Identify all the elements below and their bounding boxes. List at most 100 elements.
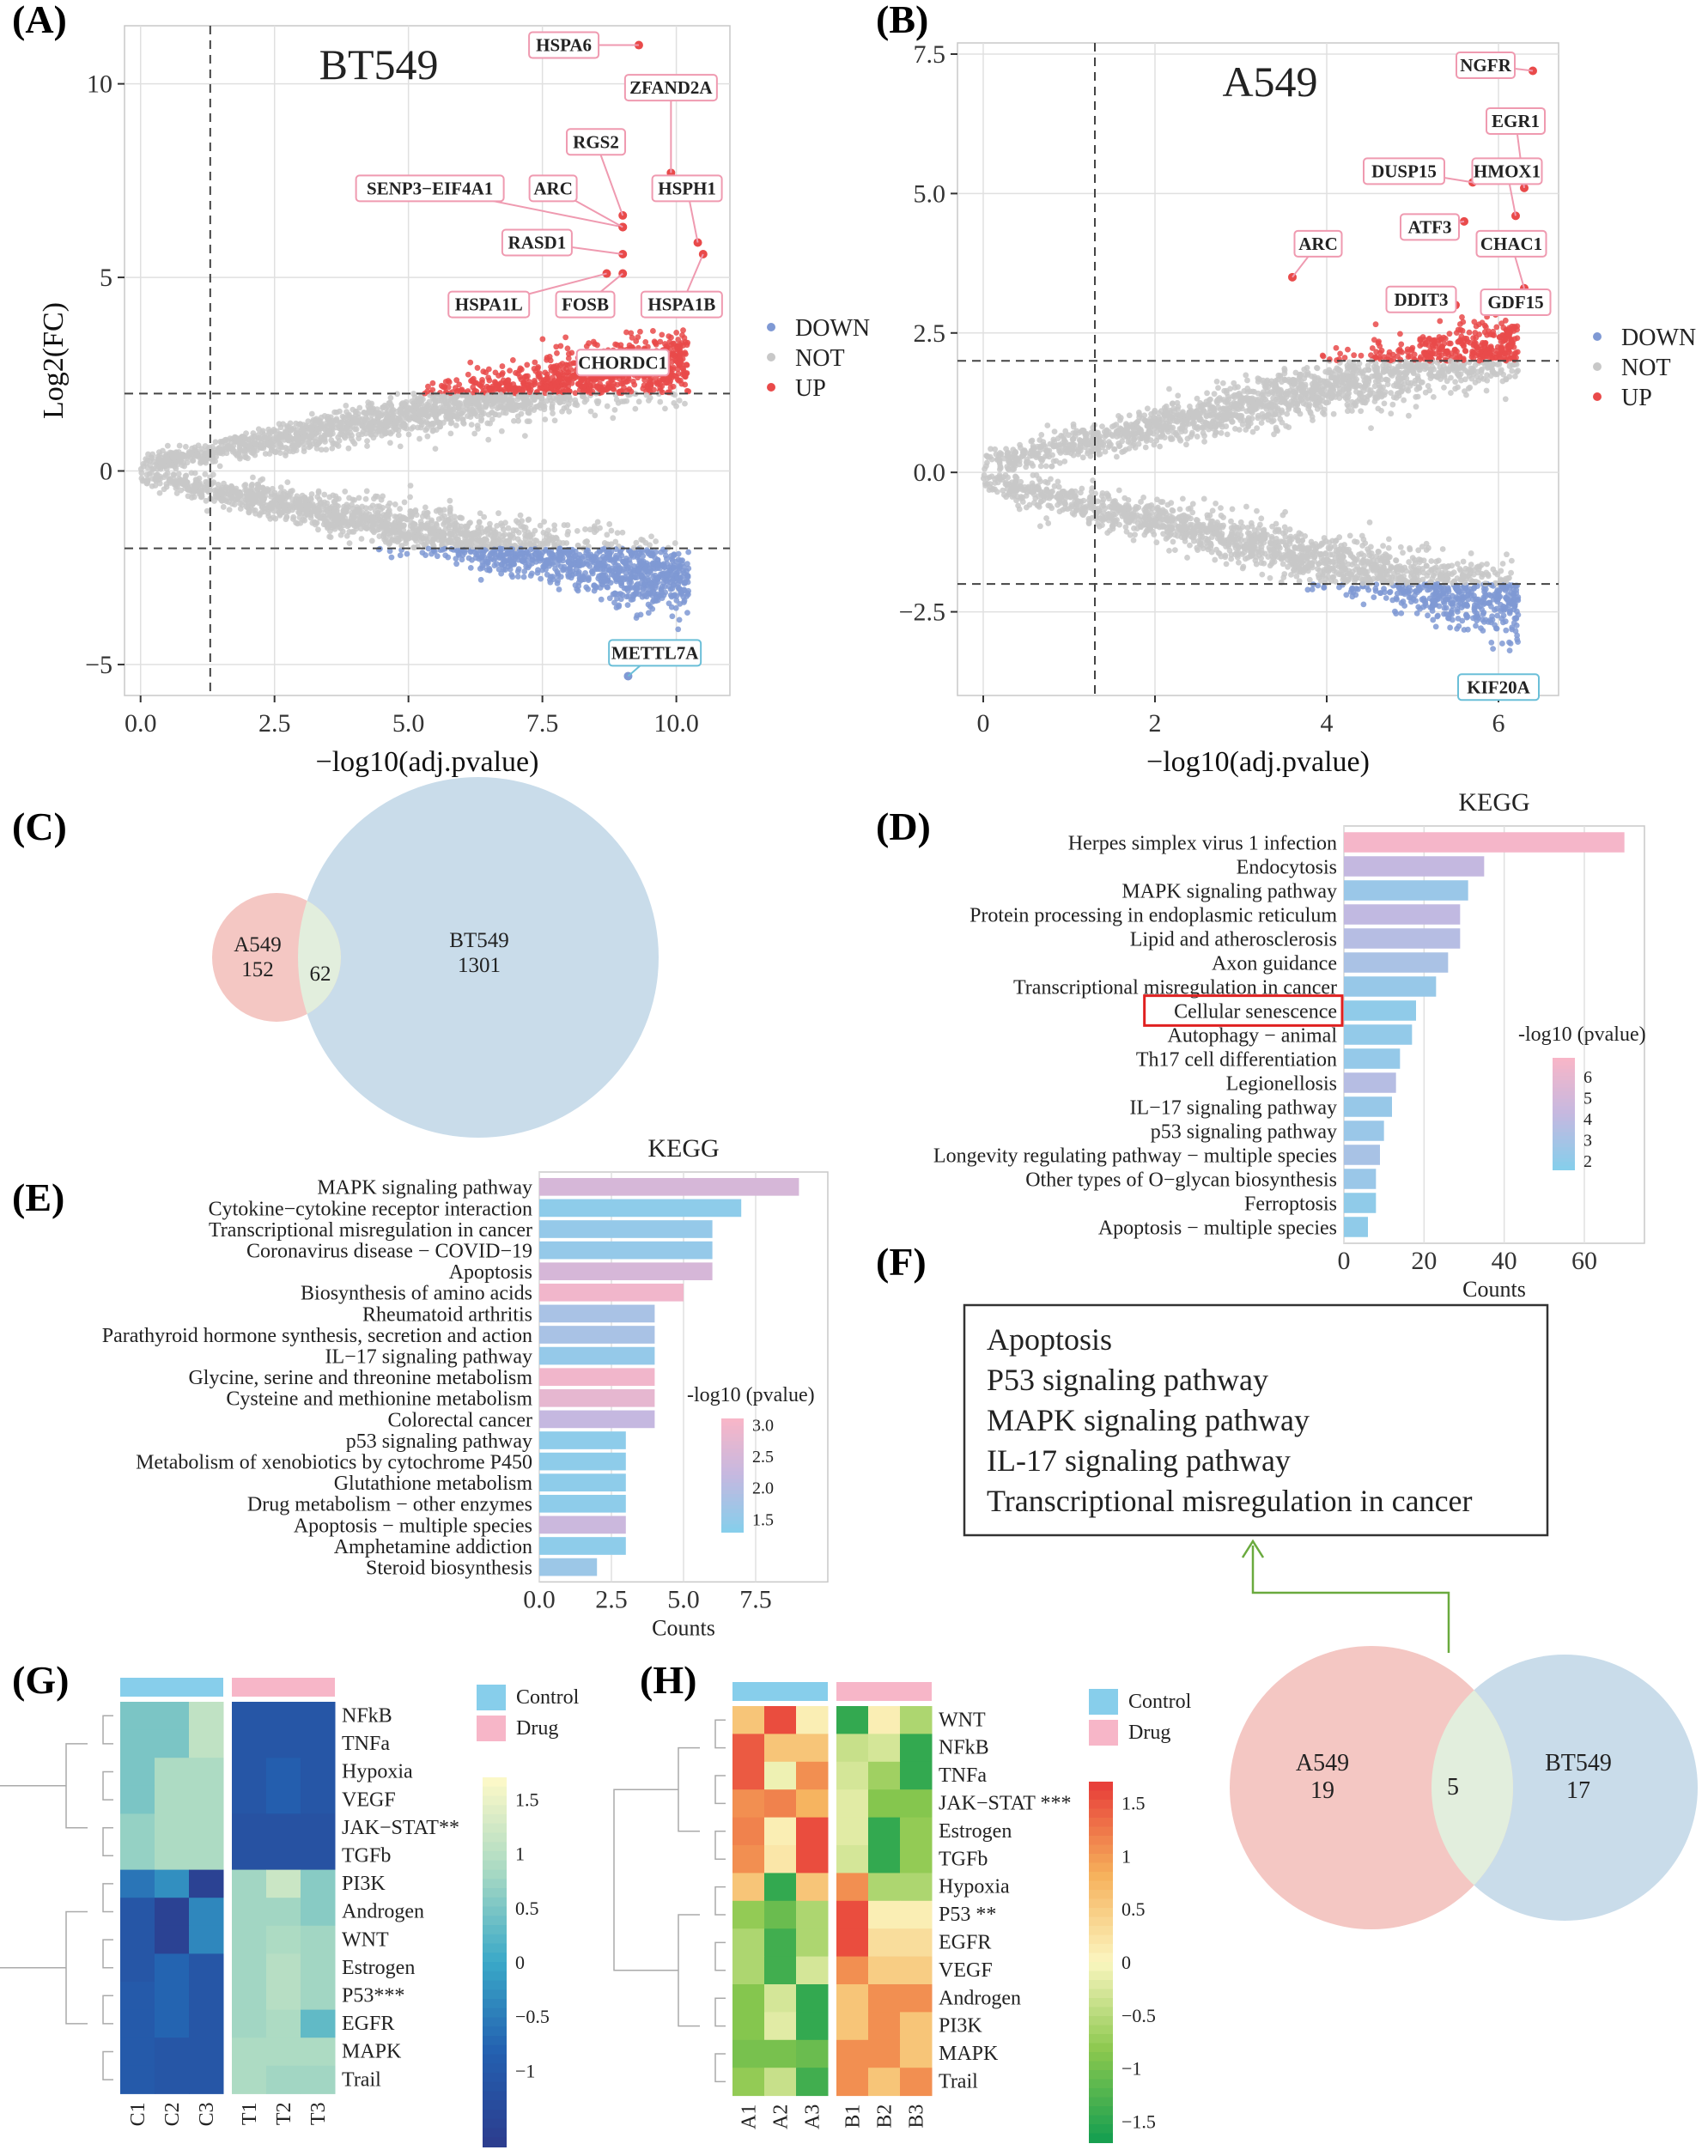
data-point bbox=[682, 374, 688, 380]
legend-swatch bbox=[767, 353, 775, 361]
data-point bbox=[307, 514, 314, 521]
data-point bbox=[659, 383, 666, 390]
data-point bbox=[566, 400, 572, 407]
data-point bbox=[150, 465, 157, 472]
data-point bbox=[387, 430, 394, 437]
data-point bbox=[212, 439, 219, 446]
data-point bbox=[397, 443, 404, 450]
data-point bbox=[232, 496, 239, 503]
data-point bbox=[574, 402, 580, 409]
data-point bbox=[492, 555, 499, 562]
data-point bbox=[649, 605, 656, 612]
data-point bbox=[537, 385, 544, 392]
data-point bbox=[499, 371, 505, 378]
data-point bbox=[387, 440, 393, 446]
data-point bbox=[255, 495, 262, 501]
data-point bbox=[643, 392, 650, 398]
data-point bbox=[576, 557, 583, 564]
data-point bbox=[153, 472, 160, 479]
data-point bbox=[479, 553, 485, 560]
data-point bbox=[578, 378, 584, 384]
plot-title: BT549 bbox=[319, 40, 439, 88]
data-point bbox=[653, 538, 659, 544]
data-point bbox=[677, 601, 684, 607]
data-point bbox=[507, 367, 513, 374]
data-point bbox=[453, 377, 460, 384]
data-point bbox=[392, 501, 398, 507]
data-point bbox=[198, 492, 205, 499]
data-point bbox=[269, 428, 275, 435]
data-point bbox=[543, 547, 549, 554]
data-point bbox=[582, 526, 588, 532]
data-point bbox=[598, 596, 605, 603]
data-point bbox=[306, 440, 313, 446]
data-point bbox=[306, 444, 313, 451]
data-point bbox=[672, 540, 678, 546]
data-point bbox=[1468, 550, 1474, 556]
data-point bbox=[144, 465, 151, 471]
data-point bbox=[404, 550, 410, 557]
data-point bbox=[476, 519, 483, 525]
data-point bbox=[583, 538, 590, 544]
data-point bbox=[404, 411, 411, 418]
data-point bbox=[522, 524, 529, 531]
data-point bbox=[621, 560, 628, 567]
data-point bbox=[607, 580, 614, 586]
data-point bbox=[435, 516, 442, 522]
data-point bbox=[491, 397, 498, 404]
data-point bbox=[666, 583, 672, 590]
data-point bbox=[494, 522, 501, 529]
data-point bbox=[188, 455, 195, 461]
data-point bbox=[471, 394, 477, 401]
data-point bbox=[597, 548, 604, 555]
data-point bbox=[152, 483, 159, 489]
data-point bbox=[391, 522, 398, 529]
data-point bbox=[376, 533, 383, 539]
data-point bbox=[626, 556, 633, 563]
data-point bbox=[572, 374, 579, 381]
data-point bbox=[342, 489, 349, 495]
data-point bbox=[280, 421, 287, 428]
data-point bbox=[637, 328, 643, 335]
data-point bbox=[308, 422, 315, 429]
data-point bbox=[376, 428, 383, 434]
data-point bbox=[410, 391, 417, 397]
data-point bbox=[299, 495, 306, 502]
data-point bbox=[264, 489, 270, 495]
data-point bbox=[524, 418, 531, 425]
panel-label-g: (G) bbox=[12, 1658, 69, 1702]
data-point bbox=[475, 524, 482, 531]
data-point bbox=[241, 447, 248, 454]
data-point bbox=[329, 422, 336, 429]
data-point bbox=[203, 497, 210, 504]
data-point bbox=[586, 575, 592, 582]
data-point bbox=[176, 442, 183, 449]
data-point bbox=[364, 438, 370, 444]
data-point bbox=[329, 445, 336, 452]
data-point bbox=[226, 507, 233, 513]
data-point bbox=[479, 377, 485, 383]
data-point bbox=[439, 537, 445, 544]
data-point bbox=[491, 562, 498, 568]
data-point bbox=[517, 512, 524, 519]
data-point bbox=[672, 604, 679, 611]
data-point bbox=[465, 371, 471, 378]
data-point bbox=[595, 575, 602, 582]
data-point bbox=[380, 404, 386, 411]
data-point bbox=[217, 488, 224, 495]
x-tick-label: 4 bbox=[1321, 709, 1334, 738]
data-point bbox=[398, 401, 405, 408]
data-point bbox=[608, 527, 615, 534]
data-point bbox=[369, 521, 376, 528]
data-point bbox=[619, 529, 626, 536]
data-point bbox=[505, 525, 512, 531]
data-point bbox=[542, 416, 549, 422]
data-point bbox=[237, 506, 244, 512]
data-point bbox=[587, 378, 594, 385]
data-point bbox=[275, 504, 282, 511]
data-point bbox=[455, 536, 461, 543]
data-point bbox=[580, 383, 587, 389]
data-point bbox=[432, 446, 439, 452]
data-point bbox=[600, 566, 606, 573]
data-point bbox=[375, 410, 382, 416]
